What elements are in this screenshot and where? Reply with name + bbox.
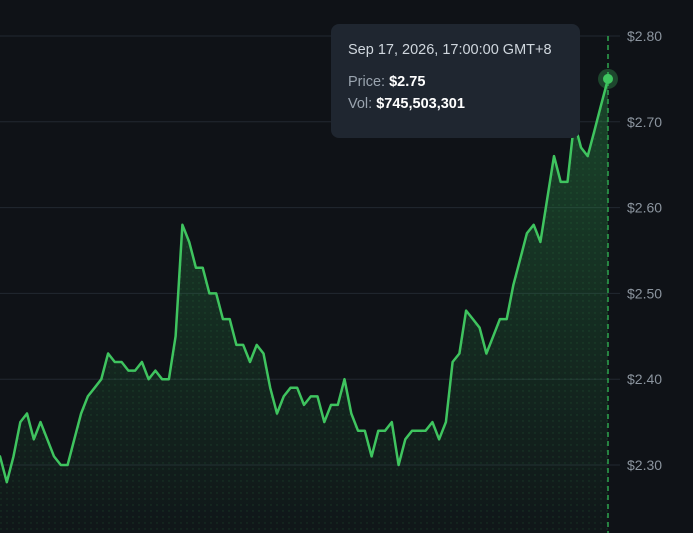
y-tick-label: $2.30 bbox=[627, 457, 662, 473]
y-tick-label: $2.40 bbox=[627, 371, 662, 387]
y-tick-label: $2.50 bbox=[627, 285, 662, 301]
price-line-series bbox=[0, 77, 610, 484]
tooltip-timestamp: Sep 17, 2026, 17:00:00 GMT+8 bbox=[348, 42, 552, 58]
tooltip-price-row: Price: $2.75 bbox=[348, 74, 563, 90]
y-tick-label: $2.60 bbox=[627, 200, 662, 216]
tooltip-volume-label: Vol: bbox=[348, 96, 373, 112]
tooltip-volume-value: $745,503,301 bbox=[376, 96, 465, 112]
tooltip-volume-row: Vol: $745,503,301 bbox=[348, 96, 563, 112]
price-line bbox=[0, 77, 610, 484]
hover-point-marker[interactable] bbox=[603, 73, 613, 84]
y-tick-label: $2.70 bbox=[627, 114, 662, 130]
tooltip-price-value: $2.75 bbox=[389, 74, 426, 90]
price-area bbox=[0, 78, 608, 533]
y-tick-label: $2.80 bbox=[627, 28, 662, 44]
y-axis: $2.30 $2.40 $2.50 $2.60 $2.70 $2.80 bbox=[627, 28, 662, 473]
tooltip-price-label: Price: bbox=[348, 74, 386, 90]
crosshair bbox=[598, 36, 618, 533]
area-dot-texture bbox=[0, 78, 608, 533]
price-tooltip: Sep 17, 2026, 17:00:00 GMT+8 Price: $2.7… bbox=[331, 24, 580, 138]
